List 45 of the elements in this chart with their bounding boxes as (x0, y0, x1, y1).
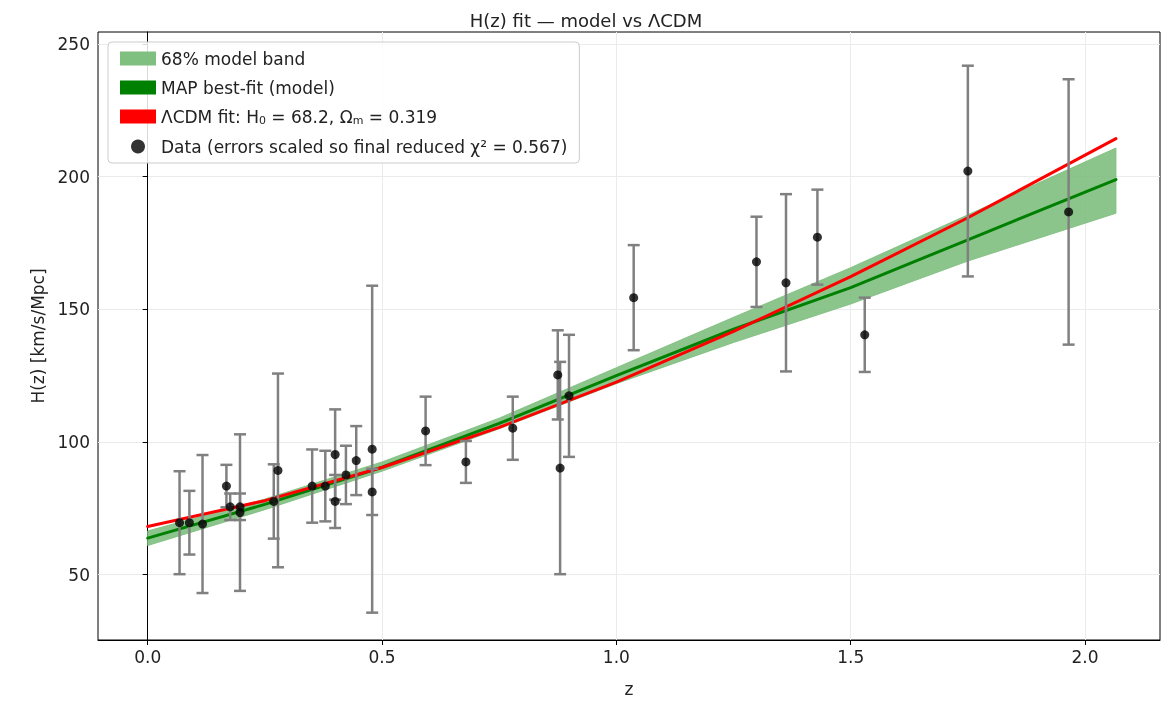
point (553, 370, 563, 380)
chart-title: H(z) fit — model vs ΛCDM (469, 9, 703, 31)
point (221, 481, 231, 491)
x-tick-label: 1.0 (602, 646, 630, 667)
point (341, 470, 351, 480)
point (307, 481, 317, 491)
legend-label: MAP best-fit (model) (161, 77, 335, 98)
point (751, 257, 761, 267)
point (225, 502, 235, 512)
point (508, 423, 518, 433)
point (860, 330, 870, 340)
point (367, 444, 377, 454)
point (781, 278, 791, 288)
point (330, 450, 340, 459)
x-tick-label: 0.0 (134, 646, 162, 667)
x-axis-title: z (624, 678, 634, 699)
y-tick-label: 200 (57, 166, 90, 187)
point (629, 293, 639, 303)
y-tick-label: 100 (57, 432, 90, 453)
legend-label: 68% model band (161, 48, 306, 69)
point (367, 487, 377, 497)
point (235, 508, 245, 518)
point (184, 518, 194, 528)
point (421, 426, 431, 436)
point (963, 166, 973, 176)
x-tick-label: 0.5 (368, 646, 396, 667)
point (1064, 207, 1074, 217)
point (273, 465, 283, 475)
point (330, 496, 340, 506)
point (351, 456, 361, 466)
y-axis-title: H(z) [km/s/Mpc] (28, 268, 49, 404)
point (555, 463, 565, 473)
point (564, 391, 574, 401)
legend-label: Data (errors scaled so final reduced χ² = 0.567) (161, 136, 568, 157)
y-tick-label: 50 (68, 564, 90, 585)
point (269, 496, 279, 506)
x-tick-label: 2.0 (1071, 646, 1099, 667)
x-tick-label: 1.5 (837, 646, 865, 667)
y-tick-label: 150 (57, 299, 90, 320)
point (320, 481, 330, 491)
point (812, 232, 822, 242)
point (175, 518, 185, 528)
point (461, 457, 471, 467)
y-tick-label: 250 (57, 33, 90, 54)
point (198, 519, 208, 529)
